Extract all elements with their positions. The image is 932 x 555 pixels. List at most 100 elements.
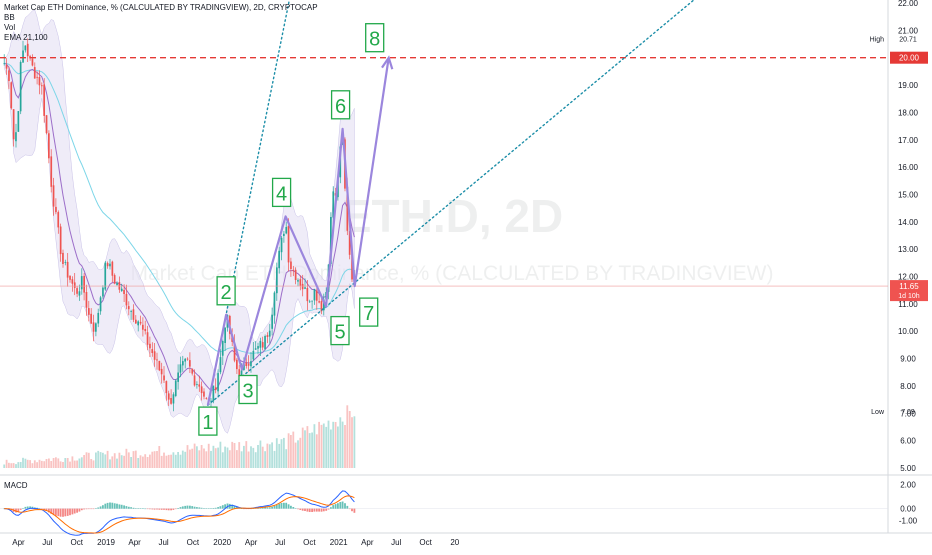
volume-bar	[29, 460, 31, 468]
bollinger-band	[3, 9, 355, 434]
macd-histogram-bar	[294, 508, 297, 509]
candle-body	[250, 361, 252, 367]
price-axis-tick: 6.00	[900, 437, 916, 446]
candle-body	[19, 62, 22, 112]
volume-bar	[254, 452, 257, 468]
volume-bar	[294, 442, 297, 468]
volume-bar	[19, 462, 22, 468]
volume-bar	[146, 457, 149, 468]
candle-body	[184, 358, 186, 362]
volume-bar	[283, 437, 285, 468]
macd-histogram-bar	[334, 504, 337, 509]
wave-label-2: 2	[221, 282, 232, 304]
candle-body	[24, 45, 27, 51]
macd-histogram-bar	[271, 506, 273, 509]
legend-bb[interactable]: BB	[4, 13, 15, 22]
volume-bar	[22, 457, 24, 468]
volume-bar	[238, 442, 241, 468]
time-axis-tick: Oct	[70, 538, 83, 547]
current-price-value: 11.65	[899, 282, 919, 291]
macd-histogram-bar	[266, 507, 269, 509]
macd-label[interactable]: MACD	[4, 481, 28, 490]
candle-body	[266, 335, 269, 337]
candle-body	[323, 299, 325, 311]
candle-body	[120, 288, 123, 292]
candle-body	[62, 252, 64, 264]
candle-body	[290, 261, 292, 269]
wave-label-7: 7	[363, 303, 374, 325]
macd-histogram-bar	[219, 506, 222, 509]
candle-body	[351, 253, 353, 280]
macd-histogram-bar	[50, 508, 53, 514]
volume-bar	[224, 446, 226, 468]
legend-vol[interactable]: Vol	[4, 23, 16, 32]
volume-bar	[243, 445, 245, 468]
candle-body	[238, 369, 241, 377]
volume-bar	[318, 421, 320, 468]
macd-axis-tick: -1.00	[899, 517, 918, 526]
candle-body	[276, 267, 278, 294]
macd-histogram-bar	[240, 508, 243, 509]
time-axis-tick: 2019	[97, 538, 115, 547]
volume-bar	[330, 429, 332, 468]
candle-body	[99, 297, 102, 312]
candle-body	[45, 115, 48, 134]
candle-body	[245, 362, 248, 366]
macd-histogram-bar	[315, 508, 318, 512]
candle-body	[69, 275, 71, 280]
macd-histogram-bar	[306, 508, 309, 512]
candle-body	[212, 385, 215, 402]
macd-histogram-bar	[165, 508, 168, 511]
volume-bar	[304, 430, 306, 468]
high-label: High	[870, 36, 885, 43]
volume-bar	[95, 452, 97, 468]
macd-histogram-bar	[69, 508, 71, 516]
macd-histogram-bar	[290, 505, 292, 509]
legend-ema[interactable]: EMA 21,100	[4, 33, 48, 42]
candle-body	[332, 191, 335, 218]
volume-bar	[198, 450, 201, 468]
macd-histogram-bar	[299, 508, 302, 510]
candle-body	[102, 287, 104, 297]
volume-bar	[97, 450, 100, 468]
candle-body	[287, 225, 290, 263]
candle-body	[330, 217, 332, 264]
macd-histogram-bar	[325, 508, 328, 511]
candle-body	[116, 282, 118, 285]
volume-bar	[36, 462, 38, 468]
candle-body	[273, 292, 276, 316]
macd-histogram-bar	[92, 508, 95, 510]
candle-body	[26, 43, 29, 57]
candle-body	[196, 384, 198, 385]
macd-histogram-bar	[322, 508, 325, 512]
time-axis-tick: 2020	[213, 538, 231, 547]
volume-bar	[280, 439, 283, 468]
macd-histogram-bar	[268, 507, 271, 509]
macd-histogram-bar	[78, 508, 81, 512]
candle-body	[33, 67, 36, 79]
volume-bar	[52, 458, 55, 468]
candle-body	[271, 314, 273, 329]
macd-histogram-bar	[283, 502, 285, 509]
candle-body	[308, 301, 311, 303]
volume-bar	[85, 452, 88, 468]
candle-body	[236, 359, 238, 370]
candle-body	[297, 280, 299, 282]
candle-body	[132, 309, 135, 320]
macd-histogram-bar	[341, 501, 344, 509]
price-axis-tick: 13.00	[898, 245, 919, 254]
candle-body	[78, 291, 81, 296]
candle-body	[320, 301, 323, 312]
volume-bar	[214, 448, 217, 468]
wave-label-6: 6	[335, 96, 346, 118]
volume-bar	[120, 455, 123, 468]
volume-bar	[127, 452, 130, 468]
volume-bar	[90, 459, 93, 468]
macd-histogram-bar	[120, 504, 123, 509]
candle-body	[139, 321, 142, 324]
macd-histogram-bar	[353, 508, 356, 513]
volume-bar	[278, 443, 281, 468]
volume-bar	[306, 426, 309, 468]
